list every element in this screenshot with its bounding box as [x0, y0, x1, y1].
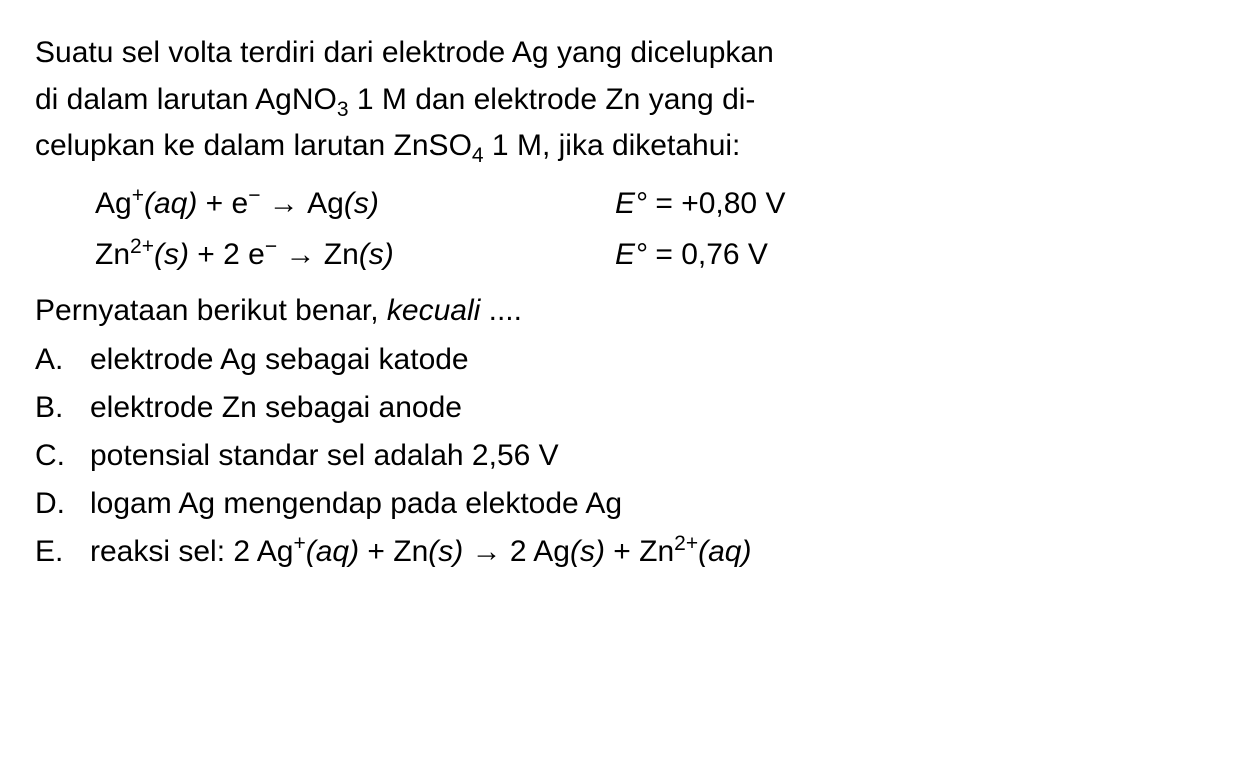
option-d-text: logam Ag mengendap pada elektode Ag [90, 480, 622, 528]
option-c-letter: C. [35, 432, 90, 480]
eq2-charge1: 2+ [130, 235, 154, 258]
eq1-left: Ag+(aq) + e− → Ag(s) [95, 178, 615, 229]
option-e: E. reaksi sel: 2 Ag+(aq) + Zn(s) → 2 Ag(… [35, 528, 1202, 576]
eq2-species2: Zn [324, 238, 359, 271]
option-d: D. logam Ag mengendap pada elektode Ag [35, 480, 1202, 528]
option-e-arrow: → [463, 535, 510, 568]
options-list: A. elektrode Ag sebagai katode B. elektr… [35, 336, 1202, 576]
option-c: C. potensial standar sel adalah 2,56 V [35, 432, 1202, 480]
question-line1: Suatu sel volta terdiri dari elektrode A… [35, 36, 774, 69]
eq1-species2: Ag [307, 187, 344, 220]
option-a: A. elektrode Ag sebagai katode [35, 336, 1202, 384]
option-a-letter: A. [35, 336, 90, 384]
statement-suffix: .... [480, 294, 522, 327]
eq1-E-deg: ° [635, 187, 647, 220]
eq2-E-deg: ° [635, 238, 647, 271]
eq1-state1: (aq) [144, 187, 197, 220]
question-line2-mid: 1 M dan elektrode Zn yang di- [349, 83, 756, 116]
eq2-E-eq: = 0,76 V [647, 238, 768, 271]
eq2-E-label: E [615, 238, 635, 271]
eq2-echarge: − [265, 235, 277, 258]
znso4-sub: 4 [472, 144, 484, 167]
eq1-charge1: + [132, 184, 144, 207]
option-a-text: elektrode Ag sebagai katode [90, 336, 469, 384]
eq2-right: E° = 0,76 V [615, 229, 768, 280]
equation-2: Zn2+(s) + 2 e− → Zn(s) E° = 0,76 V [95, 229, 1202, 280]
eq2-plus: + 2 e [189, 238, 265, 271]
option-e-letter: E. [35, 528, 90, 576]
agno3-sub: 3 [337, 98, 349, 121]
option-b-text: elektrode Zn sebagai anode [90, 384, 462, 432]
option-e-mid2: 2 Ag [510, 535, 570, 568]
eq2-left: Zn2+(s) + 2 e− → Zn(s) [95, 229, 615, 280]
option-e-sup2: 2+ [674, 532, 698, 555]
option-b-letter: B. [35, 384, 90, 432]
question-line3-suffix: 1 M, jika diketahui: [484, 129, 741, 162]
option-e-state1: (aq) [306, 535, 359, 568]
option-e-state2: (s) [428, 535, 463, 568]
option-c-text: potensial standar sel adalah 2,56 V [90, 432, 559, 480]
option-e-mid1: + Zn [359, 535, 428, 568]
option-b: B. elektrode Zn sebagai anode [35, 384, 1202, 432]
option-e-state3: (s) [570, 535, 605, 568]
statement-italic: kecuali [387, 294, 480, 327]
eq2-species1: Zn [95, 238, 130, 271]
option-e-prefix: reaksi sel: 2 Ag [90, 535, 293, 568]
eq2-state1: (s) [154, 238, 189, 271]
eq1-arrow: → [260, 187, 307, 220]
eq1-plus: + e [197, 187, 248, 220]
equation-1: Ag+(aq) + e− → Ag(s) E° = +0,80 V [95, 178, 1202, 229]
statement-line: Pernyataan berikut benar, kecuali .... [35, 288, 1202, 335]
option-e-sup1: + [293, 532, 305, 555]
option-e-state4: (aq) [698, 535, 751, 568]
eq1-species1: Ag [95, 187, 132, 220]
option-e-text: reaksi sel: 2 Ag+(aq) + Zn(s) → 2 Ag(s) … [90, 528, 751, 576]
question-line2-prefix: di dalam larutan AgNO [35, 83, 337, 116]
eq2-state2: (s) [359, 238, 394, 271]
eq1-right: E° = +0,80 V [615, 178, 785, 229]
question-paragraph: Suatu sel volta terdiri dari elektrode A… [35, 30, 1202, 170]
option-e-mid3: + Zn [605, 535, 674, 568]
equations-block: Ag+(aq) + e− → Ag(s) E° = +0,80 V Zn2+(s… [95, 178, 1202, 280]
eq1-E-label: E [615, 187, 635, 220]
eq1-state2: (s) [344, 187, 379, 220]
question-line3-prefix: celupkan ke dalam larutan ZnSO [35, 129, 472, 162]
eq1-E-eq: = +0,80 V [647, 187, 785, 220]
eq2-arrow: → [277, 238, 324, 271]
option-d-letter: D. [35, 480, 90, 528]
statement-prefix: Pernyataan berikut benar, [35, 294, 387, 327]
eq1-echarge: − [248, 184, 260, 207]
